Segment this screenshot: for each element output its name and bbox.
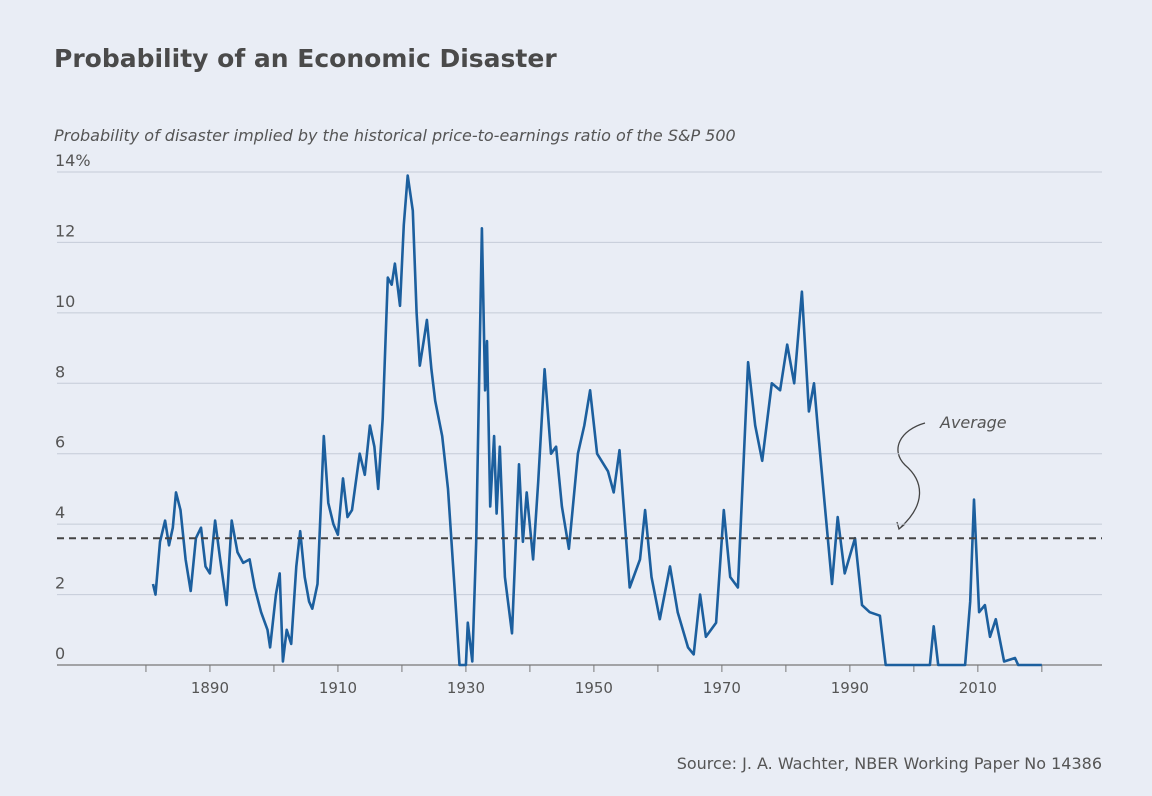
y-tick-label: 10: [55, 292, 75, 311]
x-tick-label: 1930: [447, 679, 485, 697]
x-tick-label: 1950: [575, 679, 613, 697]
y-tick-label: 0: [55, 644, 65, 663]
y-tick-label: 8: [55, 362, 65, 381]
y-tick-label: 12: [55, 221, 75, 240]
annotation: Average: [939, 413, 1007, 432]
chart-subtitle: Probability of disaster implied by the h…: [54, 126, 736, 145]
chart-title: Probability of an Economic Disaster: [54, 44, 557, 73]
source: Source: J. A. Wachter, NBER Working Pape…: [677, 754, 1102, 773]
annotation-arrow: [897, 422, 926, 528]
data-line: [151, 174, 1042, 667]
y-tick-label: 14%: [55, 151, 91, 170]
x-tick-label: 2010: [959, 679, 997, 697]
y-tick-label: 6: [55, 433, 65, 452]
x-tick-label: 1970: [703, 679, 741, 697]
y-tick-label: 2: [55, 574, 65, 593]
y-tick-label: 4: [55, 503, 65, 522]
x-tick-label: 1990: [831, 679, 869, 697]
x-tick-label: 1910: [319, 679, 357, 697]
x-tick-label: 1890: [191, 679, 229, 697]
